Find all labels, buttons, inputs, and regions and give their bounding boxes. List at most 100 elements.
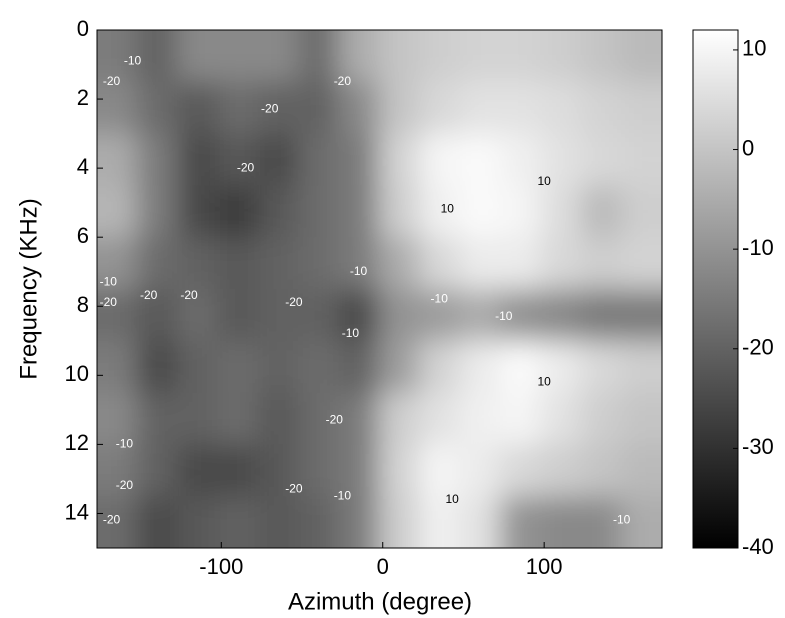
contour-label: -20 [180,288,198,302]
cell [338,81,380,135]
cell [378,133,420,186]
cell [176,237,218,290]
cell [378,392,420,445]
cell [459,237,501,290]
y-tick-label: 10 [65,361,89,386]
cell [176,340,218,394]
cell [580,392,622,445]
contour-label: -20 [103,513,121,527]
cell [580,496,622,548]
cell [217,289,259,342]
cell [297,81,339,135]
cell [499,185,541,238]
cell [217,392,259,445]
cell [257,444,299,497]
cell [499,289,541,342]
contour-label: 10 [445,492,459,506]
contour-label: -10 [100,274,118,288]
cell [499,30,541,83]
cells [97,30,662,548]
cell [540,237,581,290]
cell [620,496,662,548]
contour-label: -20 [326,412,344,426]
contour-label: -20 [103,74,121,88]
cell [620,340,662,394]
cell [620,444,662,497]
cell [459,133,501,186]
cell [499,444,541,497]
cell [580,185,622,238]
cell [217,237,259,290]
cell [580,81,622,135]
contour-label: -10 [124,53,142,67]
cell [419,133,460,186]
contour-label: -10 [613,513,631,527]
cell [580,133,622,186]
cell [217,496,259,548]
cell [257,289,299,342]
cell [338,30,380,83]
cell [378,289,420,342]
cell [257,81,299,135]
cell [136,30,178,83]
contour-label: -20 [116,478,134,492]
cell [176,133,218,186]
colorbar-tick-label: -40 [742,534,774,559]
cell [297,289,339,342]
cell [297,133,339,186]
cell [136,340,178,394]
cell [136,289,178,342]
cell [338,237,380,290]
cell [499,81,541,135]
cell [540,496,581,548]
plot-frame [96,29,663,549]
cell [499,237,541,290]
cell [419,392,460,445]
colorbar-tick-label: -20 [742,335,774,360]
cell [580,340,622,394]
cell [499,340,541,394]
cell [378,30,420,83]
cell [540,30,581,83]
cell [419,81,460,135]
cell [540,81,581,135]
cell [97,289,138,342]
cell [97,444,138,497]
contour-label: -10 [495,309,513,323]
cell [257,392,299,445]
cell [378,444,420,497]
cell [419,237,460,290]
contour-label: -20 [261,102,279,116]
colorbar-tick-label: -30 [742,434,774,459]
cell [540,133,581,186]
cell [499,392,541,445]
cell [217,81,259,135]
cell [378,81,420,135]
cell [540,340,581,394]
cell [459,444,501,497]
cell [620,81,662,135]
colorbar-tick-label: 10 [742,36,766,61]
cell [257,30,299,83]
y-tick-label: 2 [77,85,89,110]
cell [257,133,299,186]
cell [459,30,501,83]
cell [459,185,501,238]
cell [419,496,460,548]
cell [136,444,178,497]
cell [378,237,420,290]
contour-label: -20 [237,160,255,174]
x-tick-label: 100 [526,554,563,579]
y-axis-label: Frequency (KHz) [15,198,42,379]
cell [297,496,339,548]
cell [620,392,662,445]
cell [620,289,662,342]
cell [419,30,460,83]
cell [459,496,501,548]
x-axis-label: Azimuth (degree) [288,588,472,615]
contour-label: -10 [334,488,352,502]
cell [419,340,460,394]
cell [580,30,622,83]
cell [97,237,138,290]
